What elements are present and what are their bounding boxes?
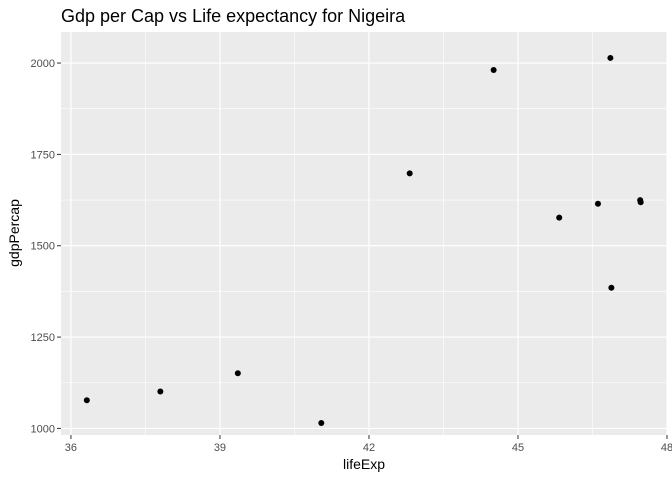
x-tick-label: 42: [363, 442, 375, 454]
data-point: [406, 170, 413, 177]
data-point: [594, 200, 601, 207]
data-point: [318, 419, 325, 426]
y-axis: 1000 1250 1500 1750 2000: [31, 58, 61, 435]
minor-gridlines: [61, 32, 667, 435]
data-point: [234, 370, 241, 377]
y-tick-label: 1000: [31, 423, 55, 435]
x-tick-label: 45: [512, 442, 524, 454]
x-tick-label: 48: [661, 442, 672, 454]
y-tick-label: 2000: [31, 58, 55, 70]
x-tick-label: 36: [65, 442, 77, 454]
data-point: [556, 214, 563, 221]
chart-title: Gdp per Cap vs Life expectancy for Nigei…: [61, 6, 406, 26]
data-point: [607, 54, 614, 61]
y-tick-label: 1500: [31, 241, 55, 253]
major-gridlines: [61, 32, 668, 435]
data-point: [608, 284, 615, 291]
y-tick-label: 1250: [31, 332, 55, 344]
y-axis-title: gdpPercap: [6, 199, 22, 267]
data-point: [637, 199, 644, 206]
data-point: [490, 66, 497, 73]
data-points: [83, 54, 644, 426]
data-point: [83, 397, 90, 404]
x-axis: 36 39 42 45 48: [65, 435, 672, 454]
data-point: [157, 388, 164, 395]
x-axis-title: lifeExp: [343, 456, 385, 472]
x-tick-label: 39: [214, 442, 226, 454]
y-tick-label: 1750: [31, 149, 55, 161]
plot-panel: [61, 32, 667, 435]
